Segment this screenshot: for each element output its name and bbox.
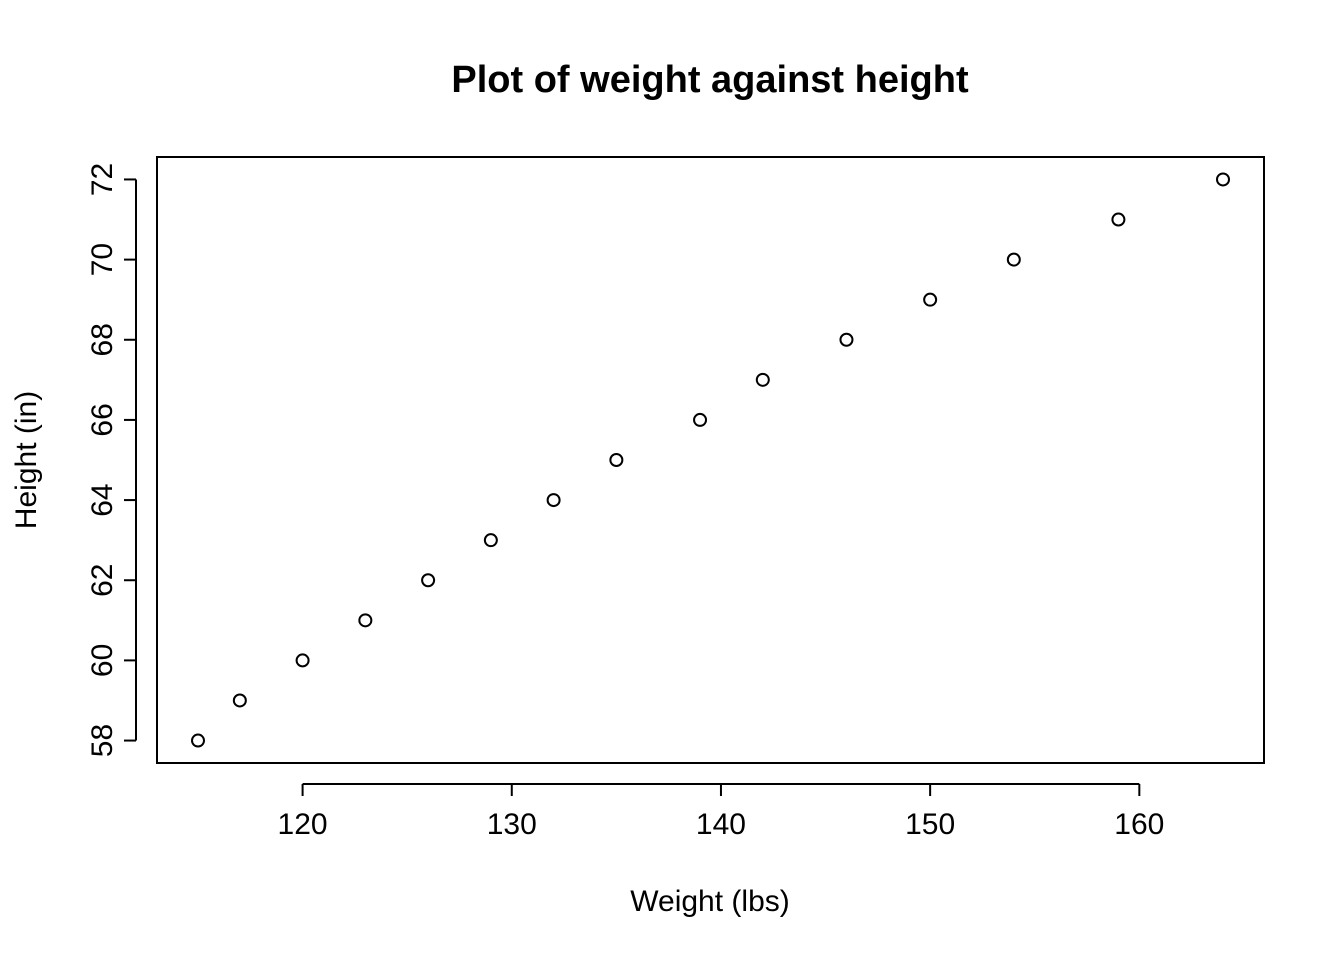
plot-area [156, 156, 1265, 764]
data-point [839, 332, 854, 347]
data-point [483, 533, 498, 548]
data-point [755, 372, 770, 387]
y-axis: 58 60 62 64 66 68 70 72 [86, 163, 137, 757]
data-point [1006, 252, 1021, 267]
x-tick-label: 150 [905, 808, 955, 841]
x-tick-label: 140 [696, 808, 746, 841]
data-point [1111, 212, 1126, 227]
x-tick-label: 130 [487, 808, 537, 841]
data-point [1216, 172, 1230, 187]
y-tick-label: 60 [86, 644, 119, 677]
data-point [295, 653, 310, 668]
data-points [191, 172, 1230, 748]
y-tick-label: 62 [86, 564, 119, 597]
data-point [546, 493, 561, 508]
data-point [609, 453, 624, 467]
y-tick-label: 68 [86, 323, 119, 356]
chart-title: Plot of weight against height [451, 59, 969, 101]
y-tick-label: 66 [86, 403, 119, 436]
data-point [191, 733, 205, 748]
data-point [421, 573, 436, 588]
data-point [693, 412, 708, 427]
y-tick-label: 70 [86, 243, 119, 276]
x-tick-label: 160 [1114, 808, 1164, 841]
x-tick-label: 120 [278, 808, 328, 841]
data-point [923, 292, 938, 307]
x-axis-label: Weight (lbs) [630, 885, 790, 918]
data-point [358, 613, 373, 628]
y-tick-label: 58 [86, 724, 119, 757]
y-tick-label: 72 [86, 163, 119, 196]
y-tick-label: 64 [86, 483, 119, 516]
x-axis: 120 130 140 150 160 [278, 783, 1164, 841]
data-point [232, 693, 247, 708]
y-axis-label: Height (in) [10, 391, 43, 529]
